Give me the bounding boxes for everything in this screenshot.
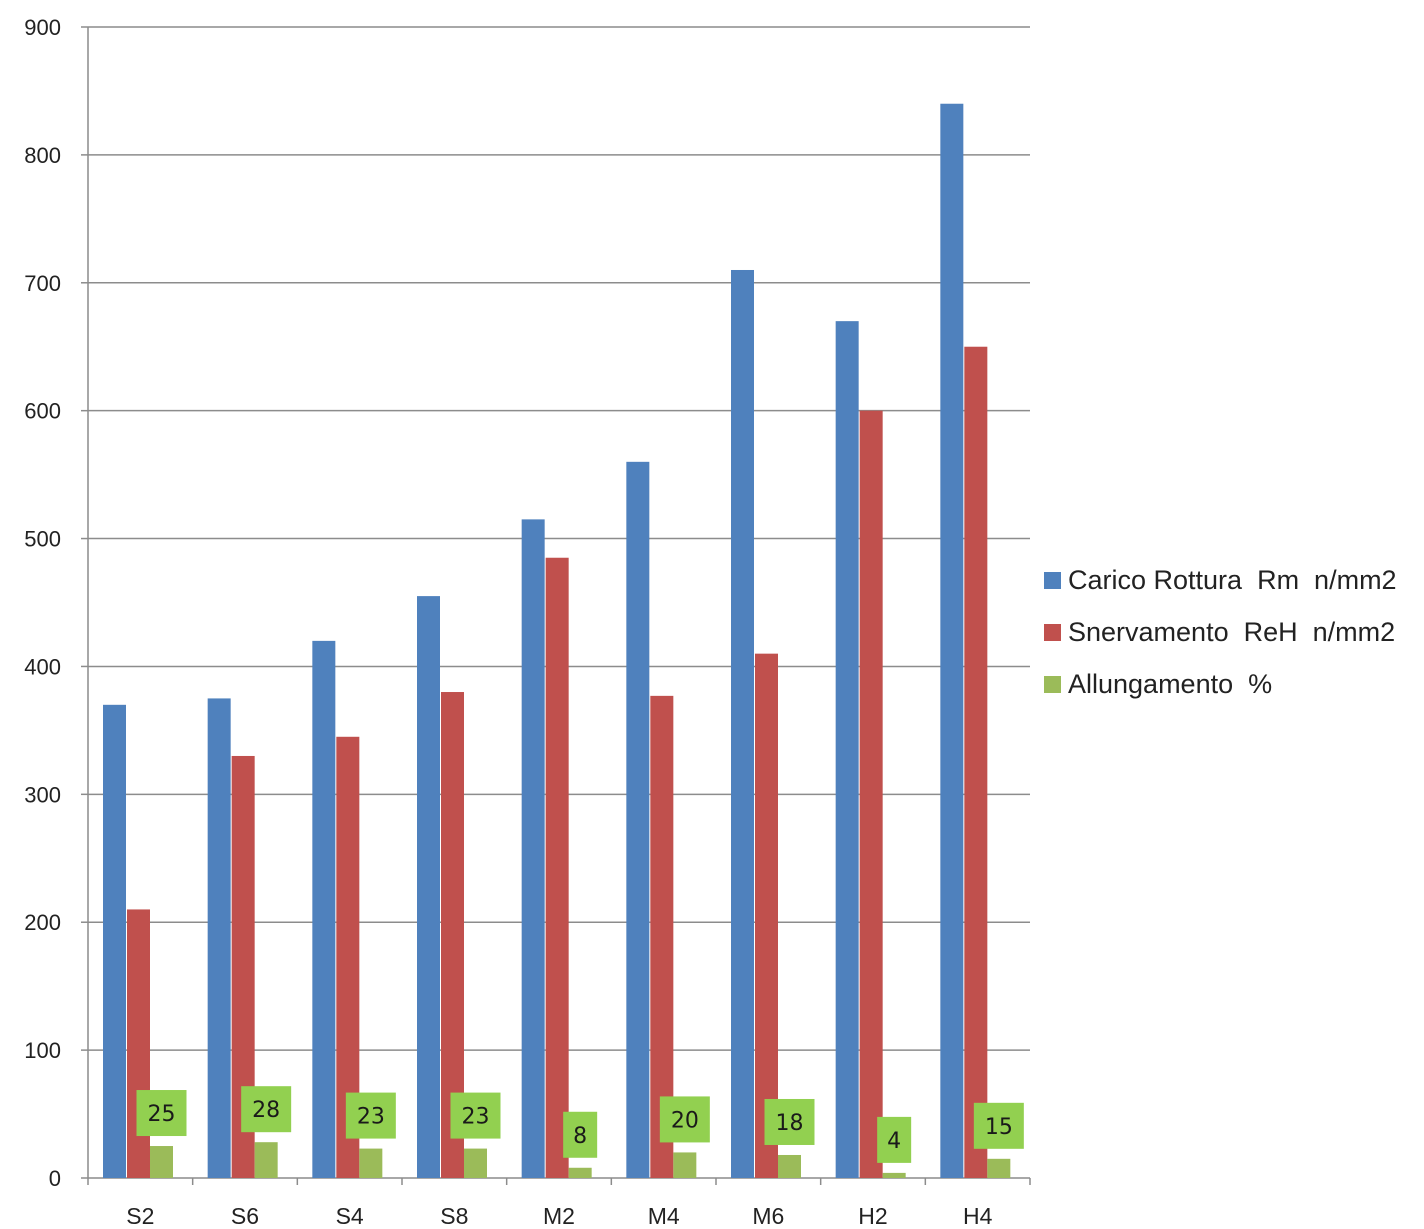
legend-item-series-2: Snervamento ReH n/mm2 (1044, 606, 1397, 658)
legend-item-series-3: Allungamento % (1044, 658, 1397, 710)
y-tick-label-200: 200 (24, 910, 61, 935)
chart-legend: Carico Rottura Rm n/mm2 Snervamento ReH … (1044, 554, 1397, 710)
y-tick-label-400: 400 (24, 654, 61, 679)
data-label-m4: 20 (671, 1108, 699, 1133)
legend-label-series-2: Snervamento ReH n/mm2 (1068, 616, 1396, 647)
bar-series-3-s4 (359, 1148, 383, 1178)
y-tick-label-100: 100 (24, 1038, 61, 1063)
data-label-s4: 23 (357, 1105, 385, 1130)
data-label-h2: 4 (887, 1129, 901, 1154)
y-tick-label-300: 300 (24, 782, 61, 807)
data-label-h4: 15 (985, 1115, 1013, 1140)
bar-series-3-m2 (568, 1167, 592, 1178)
data-label-m2: 8 (573, 1124, 587, 1149)
data-label-s8: 23 (462, 1105, 490, 1130)
x-tick-label-s4: S4 (336, 1203, 364, 1229)
data-label-box-s2 (136, 1090, 187, 1137)
bar-series-3-h2 (882, 1172, 906, 1178)
bar-series-1-h4 (940, 103, 964, 1179)
legend-item-series-1: Carico Rottura Rm n/mm2 (1044, 554, 1397, 606)
y-tick-label-900: 900 (24, 15, 61, 40)
bar-series-3-s2 (150, 1146, 173, 1178)
bar-series-2-m6 (755, 653, 778, 1178)
bar-series-1-s4 (312, 640, 336, 1178)
bar-series-3-s8 (464, 1148, 487, 1178)
bar-series-3-m4 (673, 1152, 697, 1178)
data-label-box-m6 (764, 1098, 815, 1145)
data-label-box-m2 (563, 1111, 598, 1158)
bar-series-2-m4 (650, 695, 674, 1178)
data-label-s6: 28 (252, 1098, 280, 1123)
data-label-box-h4 (973, 1102, 1024, 1149)
x-tick-label-m6: M6 (752, 1203, 784, 1229)
x-tick-label-m4: M4 (648, 1203, 680, 1229)
data-label-s2: 25 (148, 1102, 176, 1127)
x-tick-label-s2: S2 (126, 1203, 154, 1229)
data-label-box-s6 (241, 1086, 292, 1133)
y-tick-label-700: 700 (24, 271, 61, 296)
bar-series-2-s6 (231, 755, 255, 1178)
bar-series-1-h2 (835, 321, 859, 1179)
x-tick-label-m2: M2 (543, 1203, 575, 1229)
bar-series-1-s2 (103, 704, 126, 1178)
bar-series-1-m6 (731, 269, 754, 1178)
legend-swatch-series-1 (1044, 571, 1061, 589)
y-tick-label-800: 800 (24, 143, 61, 168)
bar-series-2-h4 (964, 346, 988, 1178)
x-tick-label-h4: H4 (963, 1203, 993, 1229)
y-tick-label-600: 600 (24, 399, 61, 424)
bar-series-3-m6 (778, 1154, 801, 1178)
bar-series-3-s6 (254, 1142, 278, 1178)
legend-label-series-3: Allungamento % (1068, 668, 1273, 699)
bar-series-1-s8 (417, 596, 440, 1178)
bar-series-1-s6 (207, 698, 231, 1178)
legend-label-series-1: Carico Rottura Rm n/mm2 (1068, 564, 1397, 595)
data-label-m6: 18 (776, 1111, 804, 1136)
y-tick-label-500: 500 (24, 527, 61, 552)
data-label-box-h2 (877, 1116, 912, 1163)
x-tick-label-s6: S6 (231, 1203, 259, 1229)
data-label-box-m4 (659, 1096, 710, 1143)
data-label-box-s4 (345, 1092, 396, 1139)
legend-swatch-series-3 (1044, 675, 1061, 693)
x-tick-label-s8: S8 (440, 1203, 468, 1229)
bar-series-1-m4 (626, 461, 650, 1178)
bar-series-2-s8 (441, 692, 464, 1178)
bar-series-1-m2 (521, 519, 545, 1178)
bar-series-2-h2 (859, 410, 883, 1179)
bar-series-2-s4 (336, 736, 360, 1178)
y-tick-label-0: 0 (49, 1166, 61, 1191)
bar-series-2-s2 (127, 909, 150, 1178)
bar-series-2-m2 (545, 557, 569, 1178)
bar-series-3-h4 (987, 1158, 1011, 1178)
legend-swatch-series-2 (1044, 623, 1061, 641)
data-label-box-s8 (450, 1092, 501, 1139)
x-tick-label-h2: H2 (858, 1203, 887, 1229)
